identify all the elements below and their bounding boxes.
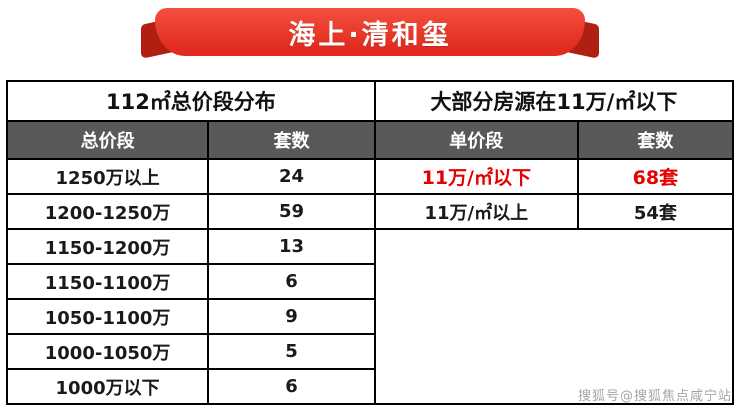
page-title: 海上·清和玺: [155, 8, 585, 56]
table-row: 11万/㎡以上 54套: [375, 193, 732, 228]
table-row: 1050-1100万 9: [8, 298, 374, 333]
count-cell: 6: [285, 271, 298, 292]
price-range-cell: 1000万以下: [8, 370, 210, 403]
unit-price-table-title: 大部分房源在11万/㎡以下: [430, 90, 678, 114]
price-range-cell: 1250万以上: [8, 160, 210, 193]
unit-price-table-header: 单价段 套数: [375, 120, 732, 158]
header-unit-price-range: 单价段: [376, 122, 579, 158]
header-total-price-count: 套数: [273, 131, 310, 152]
unit-price-table: 大部分房源在11万/㎡以下 单价段 套数 11万/㎡以下 68套 11万/㎡以上…: [375, 82, 732, 403]
table-row: 1150-1200万 13: [8, 228, 374, 263]
price-range-cell: 11万/㎡以下: [376, 160, 579, 193]
count-cell: 9: [285, 306, 298, 327]
count-cell: 13: [278, 236, 304, 257]
count-cell: 24: [278, 166, 304, 187]
price-range-cell: 1050-1100万: [8, 300, 210, 333]
count-cell: 6: [285, 376, 298, 397]
price-range-cell: 1200-1250万: [8, 195, 210, 228]
total-price-table: 112㎡总价段分布 总价段 套数 1250万以上 24 1200-1250万 5…: [8, 82, 376, 403]
table-row-highlighted: 11万/㎡以下 68套: [375, 158, 732, 193]
watermark: 搜狐号@搜狐焦点咸宁站: [577, 389, 732, 404]
count-cell: 68套: [632, 167, 679, 189]
price-distribution-tables: 112㎡总价段分布 总价段 套数 1250万以上 24 1200-1250万 5…: [6, 80, 734, 405]
header-total-price-range: 总价段: [8, 122, 210, 158]
price-range-cell: 1150-1100万: [8, 265, 210, 298]
price-range-cell: 1000-1050万: [8, 335, 210, 368]
table-row: 1200-1250万 59: [8, 193, 374, 228]
empty-area: [375, 228, 732, 403]
count-cell: 54套: [633, 202, 677, 224]
title-ribbon: 海上·清和玺: [141, 8, 599, 59]
price-range-cell: 1150-1200万: [8, 230, 210, 263]
table-row: 1000万以下 6: [8, 368, 374, 403]
table-row: 1250万以上 24: [8, 158, 374, 193]
price-range-cell: 11万/㎡以上: [376, 195, 579, 228]
total-price-table-title: 112㎡总价段分布: [105, 90, 276, 114]
table-row: 1150-1100万 6: [8, 263, 374, 298]
total-price-table-header: 总价段 套数: [8, 120, 374, 158]
table-row: 1000-1050万 5: [8, 333, 374, 368]
count-cell: 5: [285, 341, 298, 362]
header-unit-price-count: 套数: [637, 131, 674, 152]
count-cell: 59: [278, 201, 304, 222]
